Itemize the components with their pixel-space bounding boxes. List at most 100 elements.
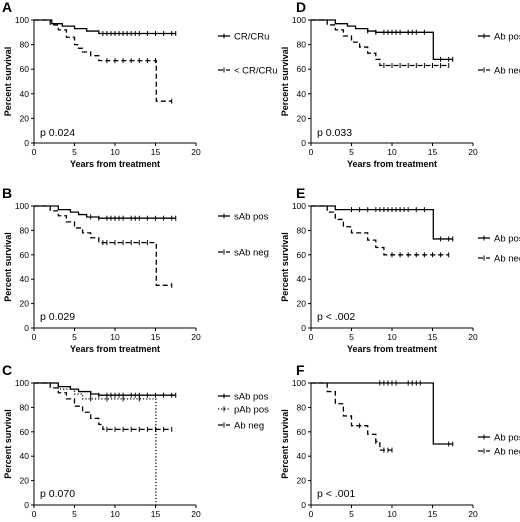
legend-entry: Ab neg (218, 421, 264, 432)
y-axis-label: Percent survival (3, 47, 13, 117)
series-line-pab-pos (34, 382, 157, 505)
y-tick-label: 40 (20, 89, 30, 99)
legend-entry: Ab neg (478, 66, 520, 77)
x-tick-label: 5 (349, 147, 354, 157)
x-tick-label: 5 (72, 509, 77, 519)
legend-label: Ab neg (494, 66, 520, 77)
y-tick-label: 100 (292, 201, 306, 211)
y-tick-label: 100 (15, 201, 29, 211)
y-tick-label: 0 (301, 500, 306, 510)
legend-label: Ab pos (494, 234, 520, 245)
x-tick-label: 0 (309, 332, 314, 342)
x-tick-label: 20 (468, 332, 478, 342)
x-tick-label: 0 (32, 509, 37, 519)
y-axis-label: Percent survival (280, 47, 290, 117)
y-tick-label: 60 (20, 64, 30, 74)
x-tick-label: 15 (428, 147, 438, 157)
panel-d: D 0 20 40 60 80 100 0 5 10 15 20 Years from treatmen… (280, 0, 520, 169)
y-tick-label: 40 (297, 274, 307, 284)
legend-label: sAb neg (234, 248, 269, 259)
legend-label: Ab pos (494, 32, 520, 43)
series-line-ab-pos (311, 19, 453, 61)
x-tick-label: 20 (468, 509, 478, 519)
y-tick-label: 80 (297, 402, 307, 412)
y-axis-label: Percent survival (280, 232, 290, 302)
series-line-cr-cru (34, 19, 176, 35)
p-value-annotation: p 0.033 (317, 127, 352, 139)
x-axis-label: Years from treatment (347, 344, 437, 354)
x-tick-label: 15 (151, 332, 161, 342)
y-tick-label: 100 (15, 15, 29, 25)
p-value-annotation: p < .001 (317, 488, 355, 500)
x-tick-label: 0 (309, 147, 314, 157)
x-tick-label: 15 (151, 509, 161, 519)
x-tick-label: 20 (191, 147, 201, 157)
legend-label: CR/CRu (234, 32, 269, 43)
x-axis-label: Years from treatment (347, 159, 437, 169)
y-tick-label: 60 (20, 250, 30, 260)
legend-entry: pAb pos (218, 405, 269, 416)
p-value-annotation: p 0.070 (40, 488, 75, 500)
x-axis-label: Years from treatment (70, 159, 160, 169)
x-tick-label: 20 (191, 509, 201, 519)
x-tick-label: 10 (387, 332, 397, 342)
y-tick-label: 100 (15, 378, 29, 388)
series-line-ab-neg (311, 382, 392, 451)
y-axis-label: Percent survival (3, 409, 13, 479)
y-tick-label: 60 (297, 250, 307, 260)
y-tick-label: 0 (301, 323, 306, 333)
y-tick-label: 20 (297, 476, 307, 486)
panel-letter: A (2, 0, 12, 15)
legend-entry: sAb pos (218, 392, 269, 403)
legend-label: sAb pos (234, 212, 269, 223)
y-tick-label: 20 (297, 113, 307, 123)
legend-entry: Ab pos (478, 433, 520, 444)
p-value-annotation: p 0.029 (40, 311, 75, 323)
panel-f: F02040608010005101520Years from treatmen… (280, 362, 520, 522)
x-tick-label: 20 (468, 147, 478, 157)
y-tick-label: 80 (20, 225, 30, 235)
x-tick-label: 10 (387, 147, 397, 157)
panel-a: A 0 20 40 60 80 100 0 5 10 15 20 Years from treatmen… (2, 0, 278, 169)
x-tick-label: 10 (387, 509, 397, 519)
x-tick-label: 5 (72, 332, 77, 342)
legend-label: Ab pos (494, 433, 520, 444)
series-line-ab-neg (34, 382, 172, 431)
legend-entry: CR/CRu (218, 32, 269, 43)
x-tick-label: 20 (191, 332, 201, 342)
x-tick-label: 10 (110, 509, 120, 519)
series-line-ab-pos (311, 382, 453, 445)
y-tick-label: 100 (292, 378, 306, 388)
panel-letter: C (2, 362, 12, 378)
y-tick-label: 0 (301, 138, 306, 148)
y-axis-label: Percent survival (3, 232, 13, 302)
y-tick-label: 20 (20, 113, 30, 123)
legend-label: sAb pos (234, 392, 269, 403)
y-tick-label: 0 (24, 323, 29, 333)
y-tick-label: 80 (20, 40, 30, 50)
p-value-annotation: p 0.024 (40, 127, 75, 139)
panel-letter: F (296, 362, 305, 378)
legend-entry: Ab pos (478, 234, 520, 245)
y-tick-label: 0 (24, 138, 29, 148)
y-tick-label: 40 (297, 451, 307, 461)
legend-entry: sAb neg (218, 248, 269, 259)
y-tick-label: 40 (297, 89, 307, 99)
series-line-ab-neg (311, 19, 449, 67)
y-tick-label: 60 (297, 427, 307, 437)
legend-label: < CR/CRu (234, 66, 278, 77)
panel-letter: B (2, 185, 12, 201)
series-line-ab-pos (311, 205, 453, 240)
panel-letter: E (296, 185, 305, 201)
series-line-sab-pos (34, 382, 176, 396)
y-tick-label: 20 (20, 476, 30, 486)
legend-entry: sAb pos (218, 212, 269, 223)
legend-entry: Ab neg (478, 254, 520, 265)
y-tick-label: 80 (297, 40, 307, 50)
y-tick-label: 100 (292, 15, 306, 25)
x-tick-label: 15 (428, 332, 438, 342)
y-tick-label: 20 (20, 299, 30, 309)
series-line-cr-cru (34, 19, 172, 102)
legend-label: pAb pos (234, 405, 269, 416)
